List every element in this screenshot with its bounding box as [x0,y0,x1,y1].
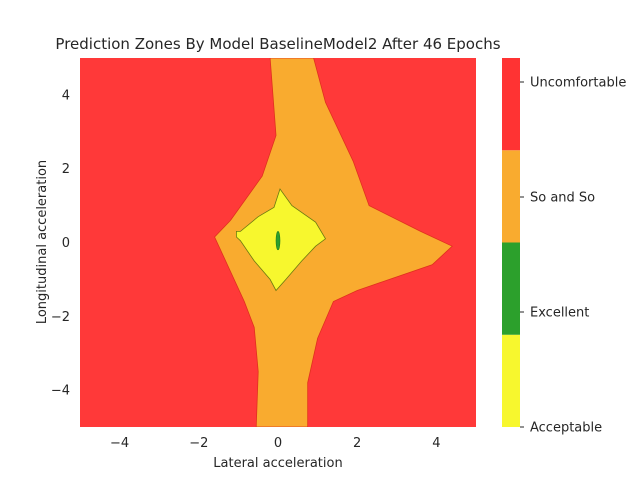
x-axis-label: Lateral acceleration [213,456,342,471]
colorbar-label: Acceptable [530,421,602,436]
x-axis-ticks: −4 −2 0 2 4 [110,436,441,451]
colorbar-segment-so-and-so [502,150,520,243]
colorbar-segment-excellent [502,242,520,335]
colorbar-label: Excellent [530,306,589,321]
x-tick-label: −4 [110,436,129,451]
y-tick-label: −4 [51,384,70,399]
x-tick-label: 2 [353,436,361,451]
colorbar-label: Uncomfortable [530,76,626,91]
y-axis-ticks: −4 −2 0 2 4 [51,88,70,398]
y-axis-label: Longitudinal acceleration [35,160,50,324]
colorbar-label: So and So [530,191,595,206]
x-tick-label: 0 [274,436,282,451]
colorbar-segment-acceptable [502,334,520,427]
chart-title: Prediction Zones By Model BaselineModel2… [55,35,500,53]
y-tick-label: 2 [62,162,70,177]
contour-zones [80,58,476,427]
plot-area [80,58,476,427]
x-tick-label: 4 [432,436,440,451]
zone-acceptable [235,188,327,292]
colorbar-segment-uncomfortable [502,58,520,151]
zone-excellent [275,231,281,251]
y-tick-label: 4 [62,88,70,103]
y-tick-label: 0 [62,236,70,251]
x-tick-label: −2 [189,436,208,451]
zone-so-and-so [214,58,453,427]
y-tick-label: −2 [51,310,70,325]
colorbar: Uncomfortable So and So Excellent Acceptabl… [502,58,626,436]
